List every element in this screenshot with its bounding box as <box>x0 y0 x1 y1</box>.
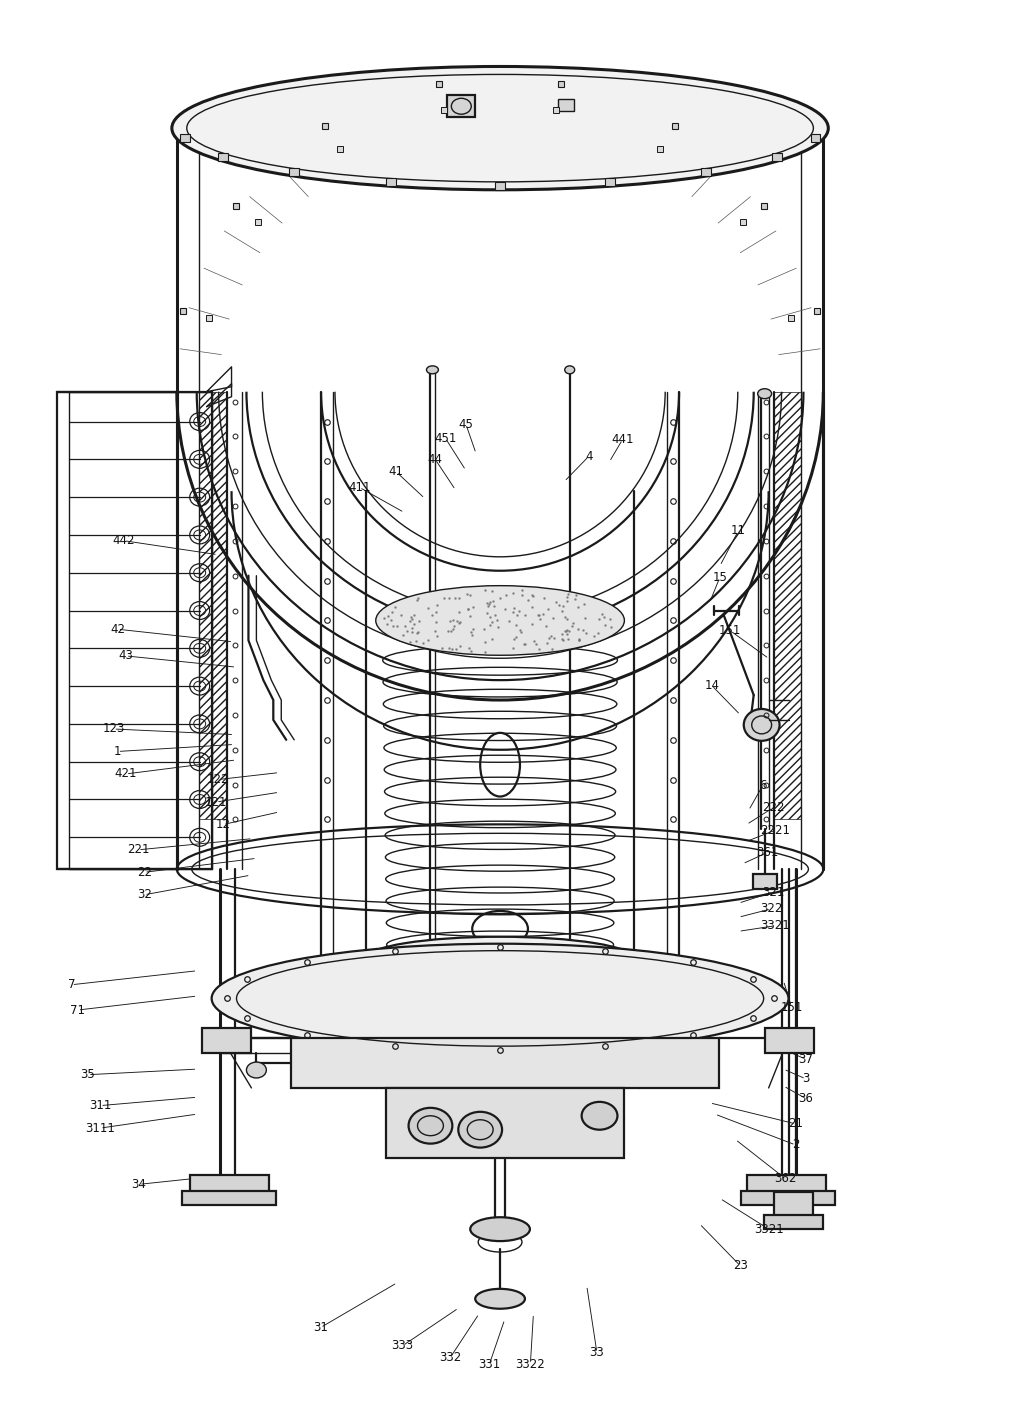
Text: 3111: 3111 <box>85 1122 115 1135</box>
Text: 32: 32 <box>137 889 151 901</box>
Bar <box>190 1176 269 1194</box>
Bar <box>385 178 396 187</box>
Text: 6: 6 <box>759 779 766 791</box>
Text: 151: 151 <box>719 625 742 637</box>
Text: 361: 361 <box>756 846 779 859</box>
Text: 41: 41 <box>388 465 404 479</box>
Text: 45: 45 <box>458 417 473 431</box>
Ellipse shape <box>409 1108 452 1143</box>
Text: 421: 421 <box>114 767 137 780</box>
Text: 2221: 2221 <box>760 824 790 836</box>
Bar <box>747 1176 826 1194</box>
Text: 222: 222 <box>762 801 785 814</box>
Text: 7: 7 <box>68 978 75 992</box>
Text: 71: 71 <box>70 1003 85 1016</box>
Bar <box>763 1215 823 1229</box>
Text: 37: 37 <box>798 1053 814 1065</box>
Text: 42: 42 <box>110 623 125 636</box>
Text: 44: 44 <box>427 452 443 466</box>
Text: 35: 35 <box>80 1068 95 1081</box>
Text: 12: 12 <box>215 818 231 831</box>
Text: 33: 33 <box>589 1347 605 1359</box>
Bar <box>495 182 505 189</box>
Text: 15: 15 <box>713 571 727 584</box>
Text: 411: 411 <box>348 480 371 493</box>
Bar <box>289 168 299 177</box>
Text: 4: 4 <box>585 449 592 463</box>
Bar <box>69 391 211 869</box>
Ellipse shape <box>172 66 828 189</box>
Text: 36: 36 <box>798 1092 814 1105</box>
Text: 332: 332 <box>440 1351 461 1364</box>
Bar <box>199 391 227 820</box>
Text: 1: 1 <box>113 745 122 757</box>
Ellipse shape <box>211 944 789 1053</box>
Text: 362: 362 <box>775 1173 796 1186</box>
Text: 221: 221 <box>127 844 149 856</box>
Ellipse shape <box>564 366 575 374</box>
Text: 151: 151 <box>781 1000 802 1013</box>
Bar <box>605 178 615 187</box>
Bar <box>753 875 777 889</box>
Text: 31: 31 <box>313 1321 328 1334</box>
Ellipse shape <box>582 1102 617 1130</box>
Ellipse shape <box>426 366 439 374</box>
Ellipse shape <box>744 709 780 740</box>
Bar <box>58 391 211 869</box>
Text: 121: 121 <box>205 796 227 808</box>
Bar <box>179 134 190 143</box>
Ellipse shape <box>321 971 679 1026</box>
Ellipse shape <box>458 1112 502 1147</box>
Bar <box>811 134 821 143</box>
Text: 321: 321 <box>762 886 785 899</box>
Bar <box>741 1191 835 1205</box>
Text: 442: 442 <box>112 534 135 547</box>
Bar <box>202 1029 251 1053</box>
Bar <box>385 1088 624 1157</box>
Text: 21: 21 <box>788 1118 803 1130</box>
Text: 451: 451 <box>435 431 456 445</box>
Bar <box>764 1029 815 1053</box>
Text: 311: 311 <box>89 1099 111 1112</box>
Text: 333: 333 <box>391 1340 413 1352</box>
Ellipse shape <box>366 937 634 981</box>
Bar <box>217 153 228 161</box>
Text: 122: 122 <box>207 773 229 786</box>
Bar <box>774 391 801 820</box>
Text: 3322: 3322 <box>515 1358 545 1371</box>
Text: 43: 43 <box>118 650 133 663</box>
Bar <box>774 1193 814 1217</box>
Text: 14: 14 <box>705 678 719 692</box>
Text: 22: 22 <box>137 866 151 879</box>
Text: 23: 23 <box>733 1259 748 1272</box>
Text: 11: 11 <box>731 524 746 537</box>
Ellipse shape <box>246 1063 267 1078</box>
Ellipse shape <box>475 1289 525 1308</box>
Bar <box>772 153 783 161</box>
Text: 3: 3 <box>802 1072 810 1085</box>
Text: 441: 441 <box>612 432 633 447</box>
Text: 3321: 3321 <box>754 1222 784 1236</box>
Text: 322: 322 <box>760 903 783 916</box>
Ellipse shape <box>376 585 624 656</box>
Bar <box>701 168 711 177</box>
Bar <box>447 95 475 117</box>
Bar <box>558 99 574 112</box>
Text: 2: 2 <box>792 1139 799 1152</box>
Ellipse shape <box>471 1217 529 1241</box>
Ellipse shape <box>758 389 771 398</box>
Text: 331: 331 <box>478 1358 501 1371</box>
Text: 123: 123 <box>102 722 125 736</box>
Bar <box>291 1039 719 1088</box>
Bar <box>182 1191 276 1205</box>
Text: 3321: 3321 <box>760 920 790 933</box>
Text: 34: 34 <box>132 1178 146 1191</box>
